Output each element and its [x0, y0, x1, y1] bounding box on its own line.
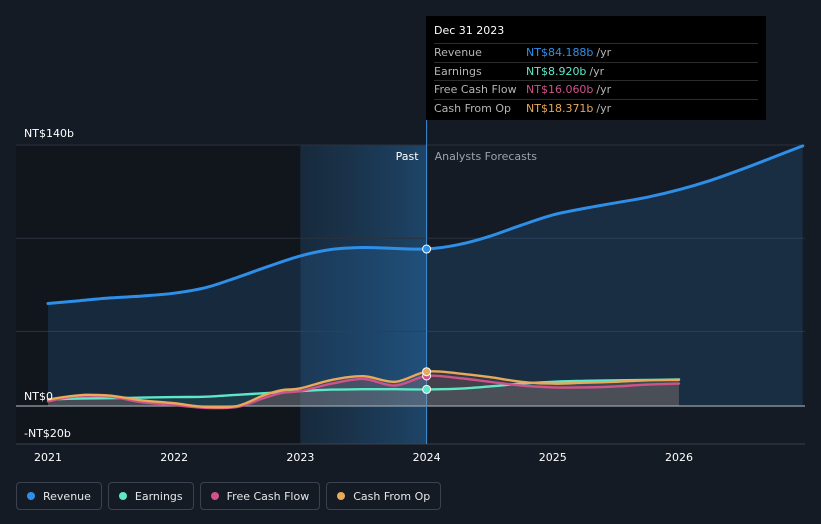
tooltip-value: NT$84.188b: [526, 46, 594, 60]
forecast-label: Analysts Forecasts: [435, 150, 538, 163]
y-tick-label: NT$140b: [24, 127, 74, 140]
tooltip-label: Free Cash Flow: [434, 83, 517, 97]
legend-dot-icon: [118, 492, 127, 500]
legend: Revenue Earnings Free Cash Flow Cash Fro…: [16, 482, 442, 510]
legend-item-earnings[interactable]: Earnings: [107, 482, 194, 510]
x-tick-label: 2025: [539, 451, 567, 464]
tooltip-panel: Dec 31 2023 Revenue NT$84.188b /yr Earni…: [426, 16, 766, 120]
legend-dot-icon: [337, 492, 346, 500]
series-area-free-cash-flow: [48, 375, 679, 409]
marker-earnings: [422, 384, 432, 394]
legend-dot-icon: [210, 492, 219, 500]
tooltip-row-free-cash-flow: Free Cash Flow NT$16.060b /yr: [434, 80, 758, 99]
tooltip-row-revenue: Revenue NT$84.188b /yr: [434, 43, 758, 62]
x-tick-label: 2026: [665, 451, 693, 464]
tooltip-row-cash-from-op: Cash From Op NT$18.371b /yr: [434, 98, 758, 118]
y-tick-label: NT$0: [24, 390, 53, 403]
x-tick-label: 2023: [286, 451, 314, 464]
tooltip-unit: /yr: [596, 46, 612, 60]
tooltip-row-earnings: Earnings NT$8.920b /yr: [434, 61, 758, 81]
legend-dot-icon: [27, 492, 35, 500]
past-label: Past: [396, 150, 420, 163]
y-tick-label: -NT$20b: [24, 427, 71, 440]
marker-revenue: [422, 244, 432, 254]
x-tick-label: 2021: [34, 451, 62, 464]
highlight-band: [300, 145, 427, 444]
tooltip-value: NT$8.920b: [526, 64, 587, 78]
series-line-free-cash-flow: [46, 374, 681, 410]
tooltip-value: NT$18.371b: [526, 101, 594, 115]
legend-item-free-cash-flow[interactable]: Free Cash Flow: [199, 482, 321, 510]
legend-label: Earnings: [134, 489, 183, 503]
marker-cash-from-op: [422, 367, 432, 377]
series-line-earnings: [46, 378, 681, 401]
tooltip-date: Dec 31 2023: [434, 24, 505, 37]
series-area-revenue: [48, 145, 803, 406]
tooltip-label: Earnings: [434, 64, 482, 78]
x-tick-label: 2022: [160, 451, 188, 464]
tooltip-unit: /yr: [596, 83, 612, 97]
series-line-cash-from-op: [46, 370, 681, 409]
legend-item-cash-from-op[interactable]: Cash From Op: [326, 482, 442, 510]
tooltip-unit: /yr: [589, 64, 605, 78]
tooltip-unit: /yr: [596, 101, 612, 115]
legend-label: Cash From Op: [353, 489, 431, 503]
tooltip-label: Cash From Op: [434, 101, 512, 115]
tooltip-value: NT$16.060b: [526, 83, 594, 97]
legend-label: Revenue: [43, 489, 91, 503]
x-tick-label: 2024: [413, 451, 441, 464]
legend-item-revenue[interactable]: Revenue: [16, 482, 102, 510]
tooltip-label: Revenue: [434, 46, 482, 60]
legend-label: Free Cash Flow: [226, 489, 310, 503]
